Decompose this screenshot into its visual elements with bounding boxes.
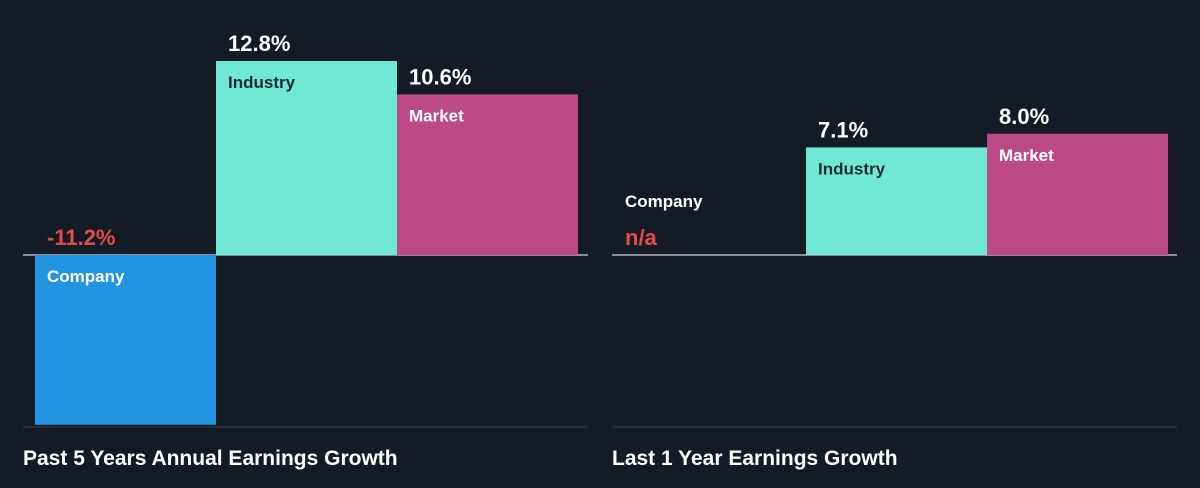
value-label-company-past-5y: -11.2% xyxy=(47,225,116,250)
bar-label-company-past-5y: Company xyxy=(47,267,125,286)
bar-market-past-5y xyxy=(397,94,578,255)
panel-1-title: Past 5 Years Annual Earnings Growth xyxy=(23,447,398,470)
value-label-industry-last-1y: 7.1% xyxy=(818,117,868,142)
bar-market-last-1y xyxy=(987,133,1168,255)
bar-label-industry-past-5y: Industry xyxy=(228,73,296,92)
bar-label-market-past-5y: Market xyxy=(409,106,464,125)
value-label-market-last-1y: 8.0% xyxy=(999,104,1049,129)
bar-industry-last-1y xyxy=(806,147,987,255)
bar-industry-past-5y xyxy=(216,61,397,255)
value-label-company-last-1y: n/a xyxy=(625,225,658,250)
bar-label-industry-last-1y: Industry xyxy=(818,159,886,178)
bar-label-company-last-1y: Company xyxy=(625,192,703,211)
panel-2-title: Last 1 Year Earnings Growth xyxy=(612,447,898,470)
bar-label-market-last-1y: Market xyxy=(999,146,1054,165)
value-label-industry-past-5y: 12.8% xyxy=(228,31,290,56)
value-label-market-past-5y: 10.6% xyxy=(409,64,471,89)
bar-company-past-5y xyxy=(35,255,216,425)
